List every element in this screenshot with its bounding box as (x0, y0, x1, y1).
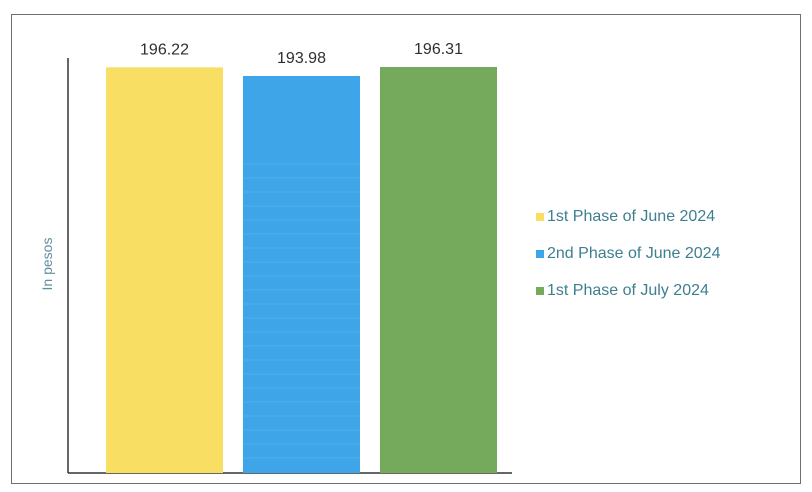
legend-label-1: 1st Phase of June 2024 (547, 208, 715, 225)
bar-value-label-3: 196.31 (414, 41, 463, 58)
y-axis-label: In pesos (39, 238, 55, 291)
value-labels-group: 196.22 193.98 196.31 (140, 41, 463, 67)
bar-value-label-2: 193.98 (277, 50, 326, 67)
legend: 1st Phase of June 2024 2nd Phase of June … (536, 208, 721, 299)
bar-3 (380, 67, 497, 473)
legend-label-2: 2nd Phase of June 2024 (547, 245, 721, 262)
bars-group (106, 67, 497, 473)
bar-1 (106, 67, 223, 473)
bar-2 (243, 76, 360, 473)
legend-label-3: 1st Phase of July 2024 (547, 282, 709, 299)
legend-marker-2 (536, 250, 544, 258)
bar-value-label-1: 196.22 (140, 41, 189, 58)
legend-marker-3 (536, 287, 544, 295)
legend-marker-1 (536, 213, 544, 221)
